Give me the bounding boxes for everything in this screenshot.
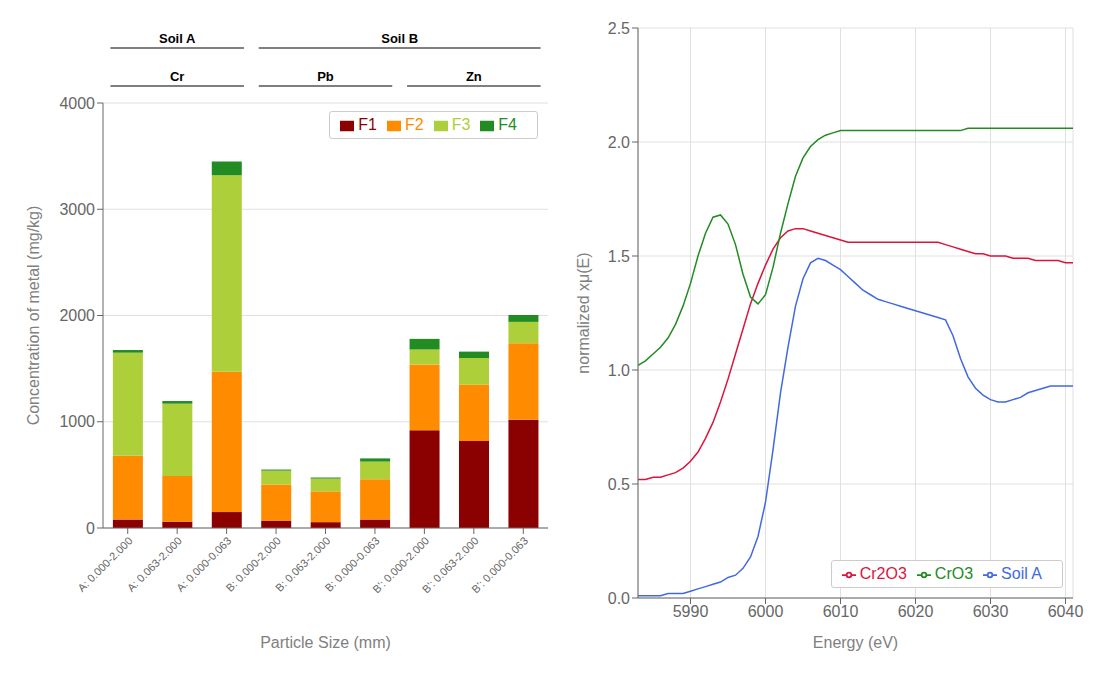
svg-text:2.0: 2.0 bbox=[608, 134, 630, 151]
svg-text:2.5: 2.5 bbox=[608, 20, 630, 37]
svg-text:0.0: 0.0 bbox=[608, 590, 630, 607]
html-text:Cr2O3: Cr2O3 bbox=[859, 565, 907, 582]
svg-text:Soil A: Soil A bbox=[159, 31, 196, 46]
svg-text:6020: 6020 bbox=[898, 603, 934, 620]
html-text:F2: F2 bbox=[405, 116, 424, 133]
svg-text:B': 0.000-2.000: B': 0.000-2.000 bbox=[370, 534, 432, 596]
svg-text:B': 0.000-0.063: B': 0.000-0.063 bbox=[469, 534, 530, 595]
svg-text:0: 0 bbox=[86, 520, 95, 537]
svg-text:Concentration of metal (mg/kg): Concentration of metal (mg/kg) bbox=[25, 206, 42, 426]
svg-text:6000: 6000 bbox=[748, 603, 784, 620]
svg-text:A: 0.063-2.000: A: 0.063-2.000 bbox=[124, 534, 185, 594]
svg-text:Soil B: Soil B bbox=[381, 31, 418, 46]
svg-text:4000: 4000 bbox=[59, 95, 95, 112]
html-text:CrO3: CrO3 bbox=[934, 565, 974, 582]
svg-text:B: 0.000-2.000: B: 0.000-2.000 bbox=[223, 534, 283, 594]
svg-text:5990: 5990 bbox=[673, 603, 709, 620]
svg-text:3000: 3000 bbox=[59, 201, 95, 218]
svg-text:B': 0.063-2.000: B': 0.063-2.000 bbox=[419, 534, 481, 596]
svg-text:Cr: Cr bbox=[170, 69, 184, 84]
svg-text:Zn: Zn bbox=[466, 69, 482, 84]
svg-text:Particle Size (mm): Particle Size (mm) bbox=[260, 634, 391, 651]
svg-text:B: 0.063-2.000: B: 0.063-2.000 bbox=[272, 534, 333, 594]
svg-text:1000: 1000 bbox=[59, 413, 95, 430]
html-text:F1: F1 bbox=[358, 116, 377, 133]
html-text:F3: F3 bbox=[451, 116, 471, 133]
svg-text:2000: 2000 bbox=[59, 307, 95, 324]
svg-text:6040: 6040 bbox=[1048, 603, 1084, 620]
svg-text:A: 0.000-2.000: A: 0.000-2.000 bbox=[75, 534, 135, 594]
svg-text:1.5: 1.5 bbox=[608, 248, 630, 265]
svg-text:Energy (eV): Energy (eV) bbox=[813, 634, 898, 651]
svg-text:A: 0.000-0.063: A: 0.000-0.063 bbox=[174, 534, 234, 594]
svg-text:0.5: 0.5 bbox=[608, 476, 630, 493]
svg-text:6030: 6030 bbox=[973, 603, 1009, 620]
html-text:F4: F4 bbox=[498, 116, 517, 133]
svg-text:1.0: 1.0 bbox=[608, 362, 630, 379]
svg-text:normalized xμ(E): normalized xμ(E) bbox=[575, 252, 592, 373]
svg-text:Pb: Pb bbox=[317, 69, 334, 84]
html-text:Soil A: Soil A bbox=[1001, 565, 1042, 582]
svg-text:B: 0.000-0.063: B: 0.000-0.063 bbox=[322, 534, 382, 594]
svg-text:6010: 6010 bbox=[823, 603, 859, 620]
